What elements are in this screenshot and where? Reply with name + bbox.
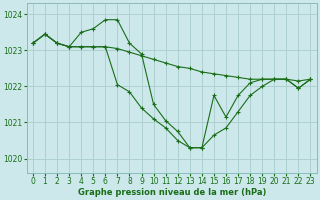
- X-axis label: Graphe pression niveau de la mer (hPa): Graphe pression niveau de la mer (hPa): [77, 188, 266, 197]
